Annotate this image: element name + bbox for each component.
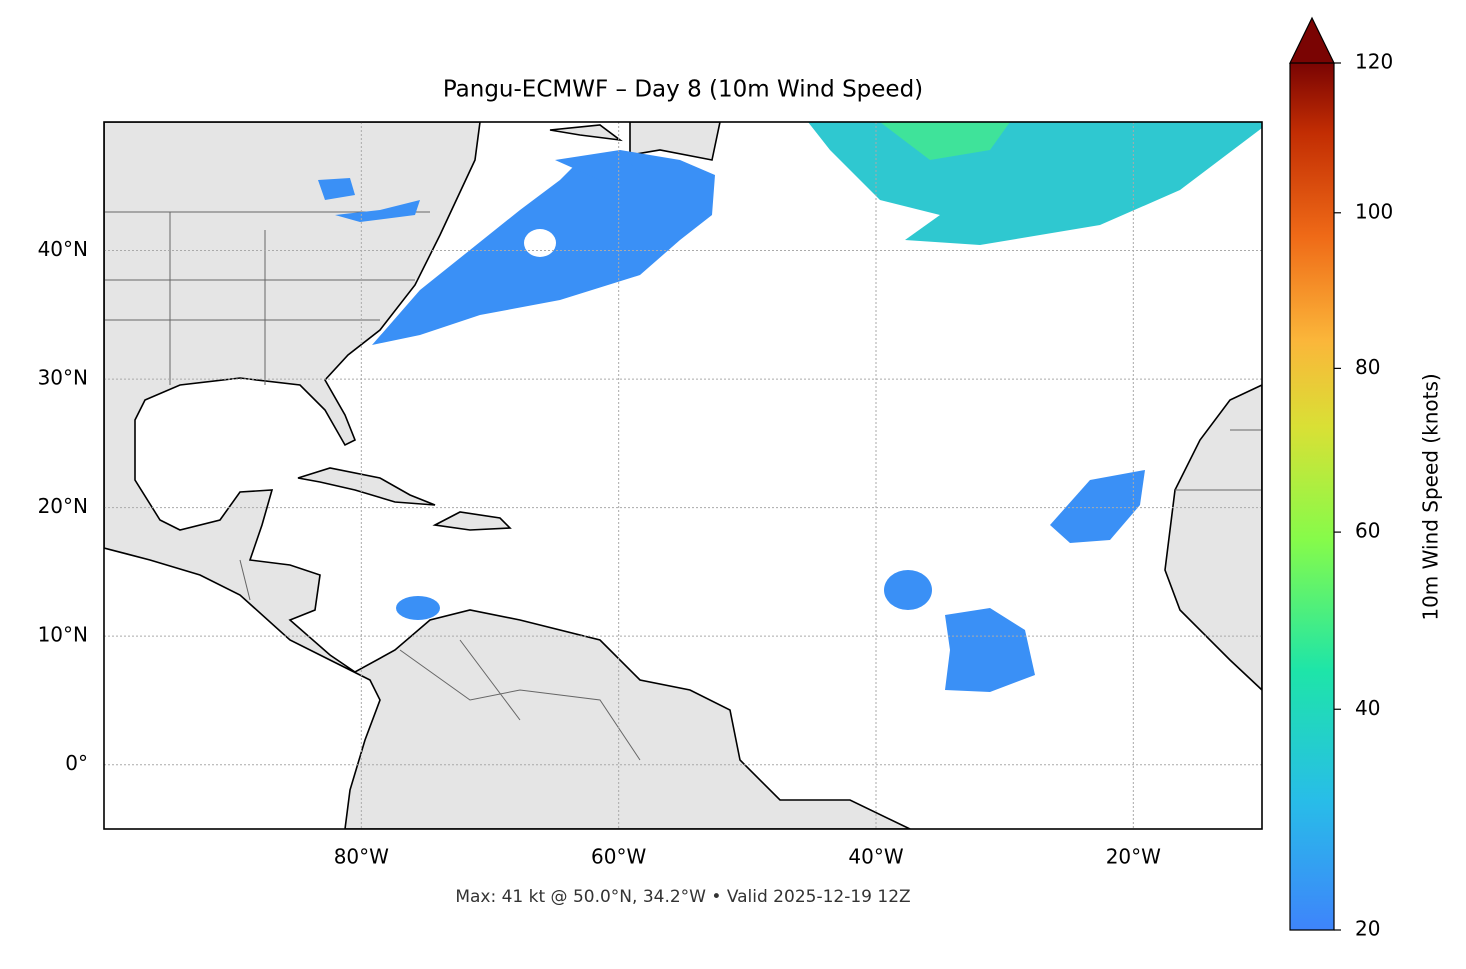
y-tick-label: 30°N [38,366,88,390]
borders [104,211,1262,761]
y-tick-label: 20°N [38,494,88,518]
footer: Max: 41 kt @ 50.0°N, 34.2°W • Valid 2025… [455,887,910,907]
colorbar-frame [1289,63,1335,931]
y-tick-label: 0° [65,751,88,775]
y-tick-label: 10°N [38,623,88,647]
y-tick-label: 40°N [38,237,88,261]
x-tick-label: 40°W [848,845,903,869]
land [104,122,1262,829]
colorbar-tick-label: 80 [1355,355,1380,379]
map-title: Pangu-ECMWF – Day 8 (10m Wind Speed) [443,77,923,103]
colorbar-tick-label: 40 [1355,696,1380,720]
map-frame [103,121,1263,830]
colorbar-tick-label: 60 [1355,519,1380,543]
colorbar-tick-label: 20 [1355,917,1380,941]
colorbar-tick-label: 100 [1355,199,1393,223]
grid [104,122,1262,829]
colorbar-extend [1289,16,1335,64]
colorbar-tick-label: 120 [1355,50,1393,74]
map-area [104,122,1262,829]
x-tick-label: 60°W [591,845,646,869]
colorbar-label: 10m Wind Speed (knots) [1419,373,1443,620]
colorbar [1290,63,1334,930]
x-tick-label: 20°W [1106,845,1161,869]
x-tick-label: 80°W [334,845,389,869]
wind-field [318,122,1262,692]
